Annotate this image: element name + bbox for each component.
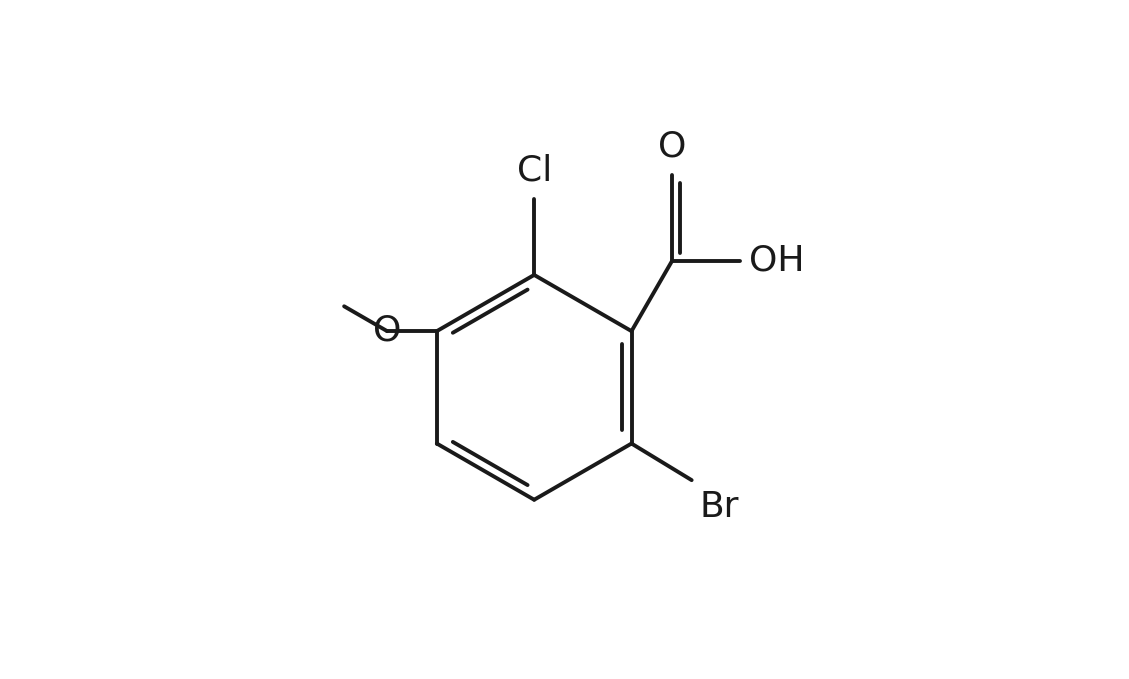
Text: O: O <box>373 313 401 347</box>
Text: O: O <box>658 129 686 163</box>
Text: Cl: Cl <box>517 153 552 187</box>
Text: OH: OH <box>750 244 805 278</box>
Text: Br: Br <box>700 490 739 524</box>
